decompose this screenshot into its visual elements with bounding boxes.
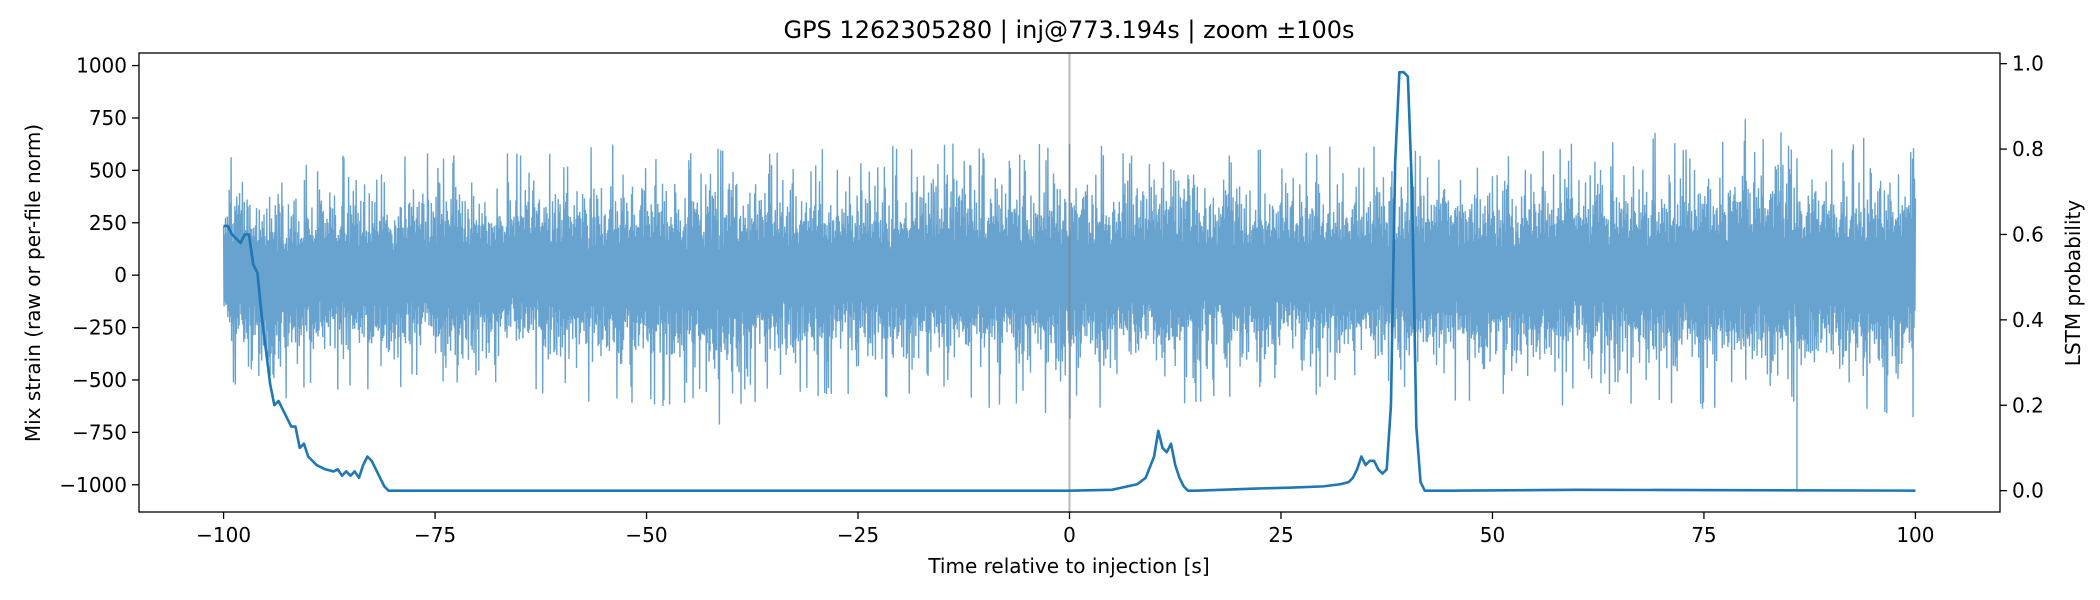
y-right-tick-label: 0.0 — [2012, 479, 2044, 503]
y-right-tick-label: 1.0 — [2012, 52, 2044, 76]
y-axis-right-title: LSTM probability — [2061, 200, 2085, 367]
y-left-tick-label: 500 — [89, 158, 127, 182]
y-left-tick-label: −500 — [72, 368, 127, 392]
y-left-tick-label: −250 — [72, 316, 127, 340]
x-tick-label: 25 — [1268, 523, 1293, 547]
y-left-tick-label: −1000 — [59, 473, 127, 497]
y-left-tick-label: 1000 — [76, 54, 127, 78]
y-left-tick-label: −750 — [72, 420, 127, 444]
y-axis-right: 0.0 0.2 0.4 0.6 0.8 1.0 — [2000, 52, 2044, 503]
x-axis: −100 −75 −50 −25 0 25 50 75 100 — [196, 512, 1935, 547]
x-tick-label: −100 — [196, 523, 251, 547]
x-tick-label: 75 — [1691, 523, 1716, 547]
x-tick-label: 0 — [1063, 523, 1076, 547]
y-right-tick-label: 0.6 — [2012, 222, 2044, 246]
y-axis-left-title: Mix strain (raw or per-file norm) — [21, 124, 45, 442]
probability-line — [223, 70, 1916, 492]
probability-series — [223, 70, 1916, 492]
x-tick-label: 100 — [1896, 523, 1934, 547]
y-axis-left: −1000 −750 −500 −250 0 250 500 750 1000 — [59, 54, 139, 497]
x-axis-title: Time relative to injection [s] — [927, 554, 1209, 578]
y-left-tick-label: 0 — [114, 263, 127, 287]
x-tick-label: −25 — [837, 523, 879, 547]
x-tick-label: 50 — [1480, 523, 1505, 547]
chart-title: GPS 1262305280 | inj@773.194s | zoom ±10… — [783, 16, 1354, 44]
x-tick-label: −75 — [414, 523, 456, 547]
y-right-tick-label: 0.8 — [2012, 137, 2044, 161]
y-right-tick-label: 0.4 — [2012, 308, 2044, 332]
y-left-tick-label: 250 — [89, 211, 127, 235]
y-left-tick-label: 750 — [89, 106, 127, 130]
y-right-tick-label: 0.2 — [2012, 393, 2044, 417]
x-tick-label: −50 — [625, 523, 667, 547]
